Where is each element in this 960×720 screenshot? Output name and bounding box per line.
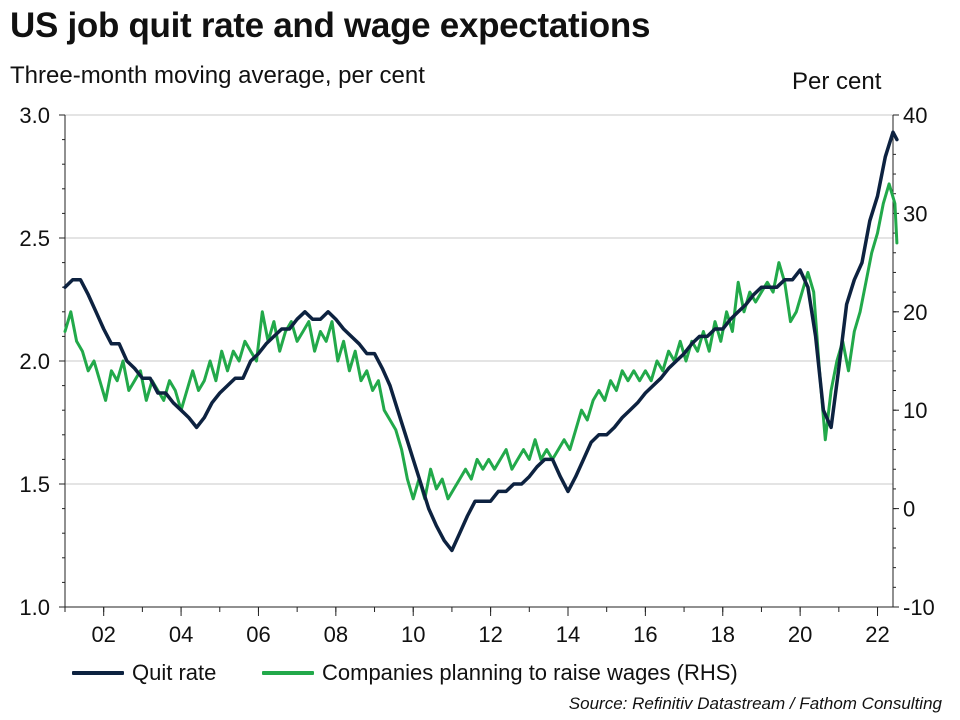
source-note: Source: Refinitiv Datastream / Fathom Co…: [568, 694, 942, 713]
legend-item-quit-rate: Quit rate: [72, 660, 216, 686]
x-tick-label: 02: [91, 622, 115, 647]
y-left-tick-label: 1.5: [19, 472, 50, 497]
series-line-quit-rate: [63, 130, 899, 553]
x-tick-label: 04: [169, 622, 193, 647]
series-line-wages: [63, 182, 899, 501]
x-tick-label: 16: [633, 622, 657, 647]
right-axis-unit-label: Per cent: [792, 68, 882, 95]
legend-swatch-quit-rate: [72, 671, 124, 675]
y-left-tick-label: 1.0: [19, 595, 50, 620]
x-tick-label: 18: [711, 622, 735, 647]
y-right-tick-label: 10: [903, 398, 927, 423]
chart-subtitle: Three-month moving average, per cent: [10, 62, 425, 89]
x-tick-label: 14: [556, 622, 580, 647]
y-left-tick-label: 3.0: [19, 103, 50, 128]
x-tick-label: 08: [324, 622, 348, 647]
legend-label-quit-rate: Quit rate: [132, 660, 217, 685]
legend-swatch-wages: [262, 671, 314, 675]
x-tick-label: 20: [788, 622, 812, 647]
x-tick-label: 22: [865, 622, 889, 647]
x-tick-label: 06: [246, 622, 270, 647]
legend-item-wages: Companies planning to raise wages (RHS): [262, 660, 738, 686]
y-right-tick-label: 0: [903, 497, 915, 522]
chart-title: US job quit rate and wage expectations: [10, 6, 651, 45]
x-tick-label: 10: [401, 622, 425, 647]
legend-label-wages: Companies planning to raise wages (RHS): [322, 660, 738, 685]
y-right-tick-label: 40: [903, 103, 927, 128]
y-right-tick-label: 20: [903, 300, 927, 325]
y-left-tick-label: 2.5: [19, 226, 50, 251]
y-right-tick-label: 30: [903, 201, 927, 226]
x-tick-label: 12: [478, 622, 502, 647]
y-left-tick-label: 2.0: [19, 349, 50, 374]
y-right-tick-label: -10: [903, 595, 935, 620]
